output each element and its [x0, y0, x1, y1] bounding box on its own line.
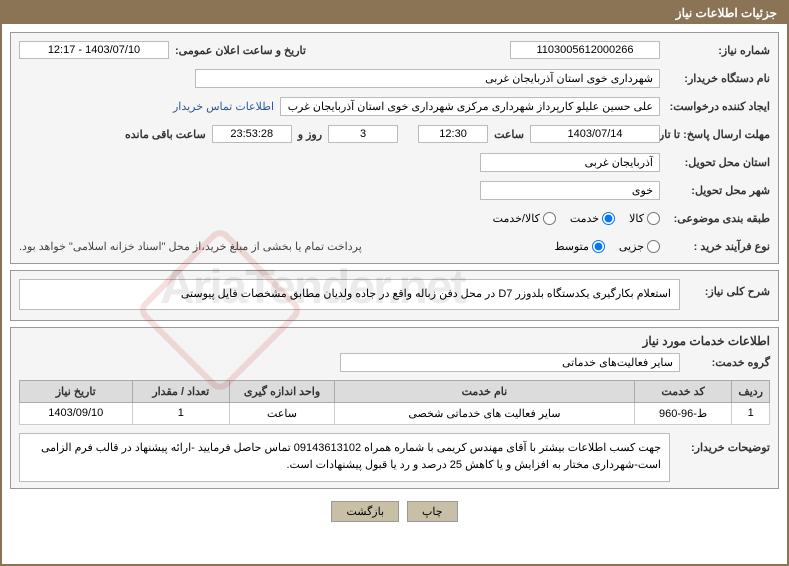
deadline-time: 12:30 — [418, 125, 488, 143]
services-table: ردیفکد خدمتنام خدمتواحد اندازه گیریتعداد… — [19, 380, 770, 425]
requester-value: علی حسین علیلو کارپرداز شهرداری مرکزی شه… — [280, 97, 660, 116]
announce-label: تاریخ و ساعت اعلان عمومی: — [175, 44, 306, 57]
deadline-date: 1403/07/14 — [530, 125, 660, 143]
need-no-label: شماره نیاز: — [660, 44, 770, 57]
time-label-1: ساعت — [494, 128, 524, 141]
print-button[interactable]: چاپ — [407, 501, 458, 522]
service-group-value: سایر فعالیت‌های خدماتی — [340, 353, 680, 372]
table-header: کد خدمت — [634, 380, 731, 402]
remain-label: ساعت باقی مانده — [125, 128, 206, 141]
table-header: واحد اندازه گیری — [229, 380, 334, 402]
deliv-prov-label: استان محل تحویل: — [660, 156, 770, 169]
buyer-org-value: شهرداری خوی استان آذربایجان غربی — [195, 69, 660, 88]
payment-note: پرداخت تمام یا بخشی از مبلغ خرید،از محل … — [19, 240, 362, 253]
deadline-label: مهلت ارسال پاسخ: تا تاریخ: — [660, 128, 770, 141]
services-panel: اطلاعات خدمات مورد نیاز گروه خدمت: سایر … — [10, 327, 779, 489]
table-cell: 1 — [132, 402, 229, 424]
footer-buttons: چاپ بازگشت — [10, 495, 779, 528]
table-cell: 1 — [732, 402, 770, 424]
table-header: تاریخ نیاز — [20, 380, 133, 402]
days-label: روز و — [298, 128, 322, 141]
radio-service[interactable] — [602, 212, 615, 225]
contact-link[interactable]: اطلاعات تماس خریدار — [173, 100, 274, 113]
services-title: اطلاعات خدمات مورد نیاز — [19, 334, 770, 348]
table-cell: ط-96-960 — [634, 402, 731, 424]
table-row: 1ط-96-960سایر فعالیت های خدماتی شخصیساعت… — [20, 402, 770, 424]
radio-medium-label: متوسط — [554, 240, 589, 253]
buy-type-label: نوع فرآیند خرید : — [660, 240, 770, 253]
time-remain: 23:53:28 — [212, 125, 292, 143]
table-header: تعداد / مقدار — [132, 380, 229, 402]
info-panel: شماره نیاز: 1103005612000266 تاریخ و ساع… — [10, 32, 779, 264]
days-remain: 3 — [328, 125, 398, 143]
table-cell: سایر فعالیت های خدماتی شخصی — [334, 402, 634, 424]
deliv-city-label: شهر محل تحویل: — [660, 184, 770, 197]
buy-type-radios: جزیی متوسط — [554, 240, 660, 253]
table-cell: 1403/09/10 — [20, 402, 133, 424]
subject-class-radios: کالا خدمت کالا/خدمت — [493, 212, 660, 225]
need-summary: استعلام بکارگیری یکدستگاه بلدوزر D7 در م… — [19, 279, 680, 310]
subject-class-label: طبقه بندی موضوعی: — [660, 212, 770, 225]
need-no-value: 1103005612000266 — [510, 41, 660, 59]
back-button[interactable]: بازگشت — [331, 501, 399, 522]
radio-goods-service-label: کالا/خدمت — [493, 212, 540, 225]
requester-label: ایجاد کننده درخواست: — [660, 100, 770, 113]
radio-partial-label: جزیی — [619, 240, 644, 253]
buyer-notes-label: توضیحات خریدار: — [670, 433, 770, 454]
radio-service-label: خدمت — [570, 212, 599, 225]
radio-medium[interactable] — [592, 240, 605, 253]
announce-value: 1403/07/10 - 12:17 — [19, 41, 169, 59]
radio-goods-service[interactable] — [543, 212, 556, 225]
radio-goods-label: کالا — [629, 212, 644, 225]
buyer-notes: جهت کسب اطلاعات بیشتر با آقای مهندس کریم… — [19, 433, 670, 482]
deliv-city-value: خوی — [480, 181, 660, 200]
table-header: نام خدمت — [334, 380, 634, 402]
service-group-label: گروه خدمت: — [680, 356, 770, 369]
radio-partial[interactable] — [647, 240, 660, 253]
table-header: ردیف — [732, 380, 770, 402]
need-summary-label: شرح کلی نیاز: — [680, 279, 770, 298]
buyer-org-label: نام دستگاه خریدار: — [660, 72, 770, 85]
table-cell: ساعت — [229, 402, 334, 424]
desc-panel: شرح کلی نیاز: استعلام بکارگیری یکدستگاه … — [10, 270, 779, 321]
page-header: جزئیات اطلاعات نیاز — [2, 2, 787, 24]
radio-goods[interactable] — [647, 212, 660, 225]
deliv-prov-value: آذربایجان غربی — [480, 153, 660, 172]
